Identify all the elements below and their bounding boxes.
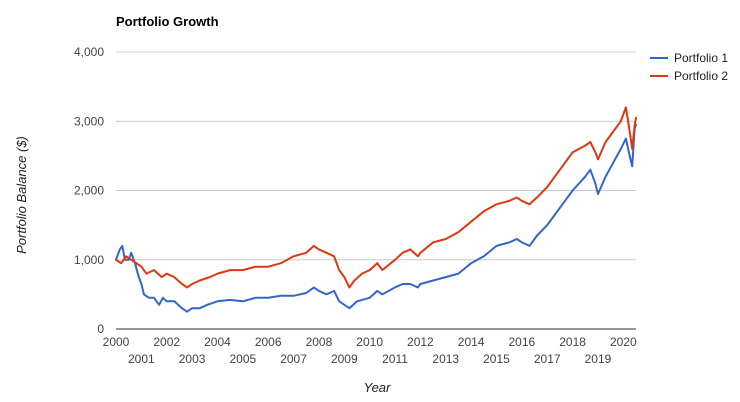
x-tick-label: 2008 (306, 335, 333, 349)
x-tick-label: 2005 (229, 352, 256, 366)
legend-item[interactable]: Portfolio 1 (650, 51, 728, 65)
x-tick-label: 2007 (280, 352, 307, 366)
legend: Portfolio 1 Portfolio 2 (650, 51, 728, 83)
legend-label: Portfolio 1 (674, 51, 728, 65)
x-tick-label: 2013 (432, 352, 459, 366)
x-tick-label: 2014 (458, 335, 485, 349)
y-axis-ticks: 0 1,000 2,000 3,000 4,000 (74, 45, 104, 336)
series-lines (115, 106, 637, 313)
x-tick-label: 2017 (534, 352, 561, 366)
x-axis-title: Year (364, 380, 391, 395)
x-tick-label: 2004 (204, 335, 231, 349)
x-axis-ticks: 2000 2002 2004 2006 2008 2010 2012 2014 2016 2018… (103, 335, 637, 366)
y-tick-label: 3,000 (74, 114, 104, 128)
gridlines (116, 51, 636, 330)
x-tick-label: 2000 (103, 335, 130, 349)
x-tick-label: 2002 (153, 335, 180, 349)
x-tick-label: 2003 (179, 352, 206, 366)
y-tick-label: 2,000 (74, 184, 104, 198)
x-tick-label: 2009 (331, 352, 358, 366)
y-tick-label: 1,000 (74, 253, 104, 267)
x-tick-label: 2011 (382, 352, 408, 366)
chart-title: Portfolio Growth (116, 14, 219, 29)
x-tick-label: 2010 (356, 335, 383, 349)
x-tick-label: 2020 (610, 335, 637, 349)
series-line-portfolio-2 (115, 106, 637, 289)
x-tick-label: 2016 (509, 335, 536, 349)
x-tick-label: 2012 (407, 335, 434, 349)
x-tick-label: 2001 (128, 352, 155, 366)
x-tick-label: 2018 (559, 335, 586, 349)
x-tick-label: 2015 (483, 352, 510, 366)
legend-label: Portfolio 2 (674, 69, 728, 83)
series-line-portfolio-1 (115, 123, 637, 313)
y-tick-label: 4,000 (74, 45, 104, 59)
x-tick-label: 2019 (585, 352, 612, 366)
x-tick-label: 2006 (255, 335, 282, 349)
y-tick-label: 0 (97, 322, 104, 336)
legend-item[interactable]: Portfolio 2 (650, 69, 728, 83)
y-axis-title: Portfolio Balance ($) (14, 136, 29, 254)
